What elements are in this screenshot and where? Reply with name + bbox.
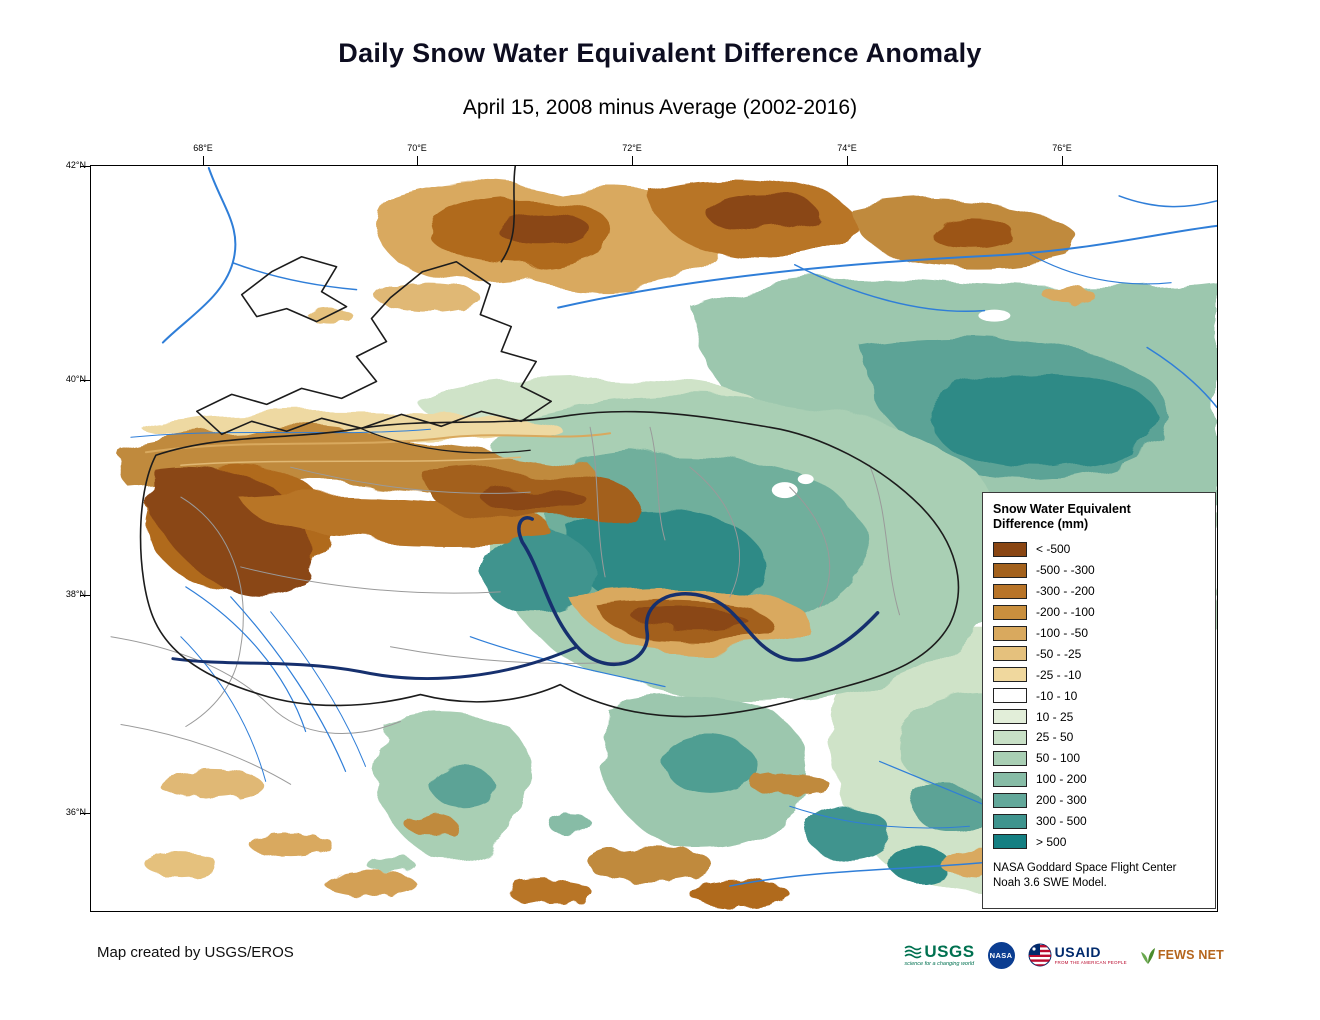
legend-swatch <box>993 813 1027 829</box>
latitude-label-40n: 40°N <box>65 374 86 384</box>
legend-swatch <box>993 709 1027 725</box>
longitude-tick <box>417 156 418 166</box>
longitude-label-76e: 76°E <box>1052 143 1072 153</box>
legend-swatch <box>993 562 1027 578</box>
legend-entry-label: -200 - -100 <box>1036 605 1095 620</box>
legend-entry: -500 - -300 <box>993 560 1205 581</box>
legend-entry: -50 - -25 <box>993 643 1205 664</box>
longitude-label-68e: 68°E <box>193 143 213 153</box>
usgs-tagline: science for a changing world <box>904 961 975 967</box>
page-subtitle: April 15, 2008 minus Average (2002-2016) <box>462 96 858 119</box>
usgs-logo: USGS science for a changing world <box>904 943 974 967</box>
legend-entry-label: 25 - 50 <box>1036 730 1074 745</box>
legend-entry: -200 - -100 <box>993 602 1205 623</box>
nasa-logo-text: NASA <box>989 950 1013 960</box>
footer-logos: USGS science for a changing world NASA <box>904 936 1224 974</box>
latitude-tick <box>80 595 90 596</box>
legend-entry-label: < -500 <box>1036 542 1071 557</box>
legend-entry: 100 - 200 <box>993 769 1205 790</box>
map-credit: Map created by USGS/EROS <box>97 944 294 961</box>
legend-entry-label: -25 - -10 <box>1036 667 1082 682</box>
longitude-label-74e: 74°E <box>837 143 857 153</box>
legend-entry: 200 - 300 <box>993 790 1205 811</box>
legend-swatch <box>993 750 1027 766</box>
legend-entry-label: 50 - 100 <box>1036 751 1081 766</box>
longitude-tick <box>203 156 204 166</box>
legend-swatch <box>993 625 1027 641</box>
legend-entry-label: -50 - -25 <box>1036 646 1082 661</box>
page-title: Daily Snow Water Equivalent Difference A… <box>338 38 982 68</box>
legend-swatch <box>993 667 1027 683</box>
legend-swatch <box>993 771 1027 787</box>
map-canvas: Snow Water Equivalent Difference (mm) < … <box>90 165 1218 912</box>
latitude-tick <box>80 813 90 814</box>
usaid-seal-icon <box>1028 943 1052 967</box>
usgs-logo-text: USGS <box>924 942 975 961</box>
legend-title: Snow Water Equivalent Difference (mm) <box>993 502 1205 532</box>
legend-swatch <box>993 604 1027 620</box>
latitude-tick <box>80 380 90 381</box>
latitude-tick <box>80 166 90 167</box>
legend-swatch <box>993 729 1027 745</box>
legend-entry-label: -300 - -200 <box>1036 584 1095 599</box>
latitude-label-42n: 42°N <box>65 160 86 170</box>
legend-entry: > 500 <box>993 831 1205 852</box>
legend-entry-label: 10 - 25 <box>1036 709 1074 724</box>
longitude-label-72e: 72°E <box>622 143 642 153</box>
latitude-label-36n: 36°N <box>65 807 86 817</box>
legend-note-line2: Noah 3.6 SWE Model. <box>993 877 1107 890</box>
fewsnet-logo: FEWS NET <box>1140 945 1224 965</box>
legend-entry: 10 - 25 <box>993 706 1205 727</box>
legend-entry: -100 - -50 <box>993 623 1205 644</box>
legend-swatch <box>993 583 1027 599</box>
legend-entry: -25 - -10 <box>993 664 1205 685</box>
legend-entry: -300 - -200 <box>993 581 1205 602</box>
legend-swatch <box>993 688 1027 704</box>
legend-swatch <box>993 541 1027 557</box>
nasa-meatball-icon: NASA <box>987 941 1015 969</box>
legend-entry-label: -10 - 10 <box>1036 688 1078 703</box>
usaid-tagline: FROM THE AMERICAN PEOPLE <box>1054 960 1127 965</box>
usaid-logo-text: USAID <box>1054 944 1102 960</box>
legend: Snow Water Equivalent Difference (mm) < … <box>982 492 1216 909</box>
legend-entry-label: 100 - 200 <box>1036 772 1087 787</box>
longitude-label-70e: 70°E <box>407 143 427 153</box>
legend-swatch <box>993 646 1027 662</box>
legend-entry: 300 - 500 <box>993 811 1205 832</box>
legend-entry: 50 - 100 <box>993 748 1205 769</box>
legend-entry-label: -500 - -300 <box>1036 563 1095 578</box>
nasa-logo: NASA <box>987 941 1015 969</box>
longitude-tick <box>1062 156 1063 166</box>
longitude-tick <box>632 156 633 166</box>
latitude-label-38n: 38°N <box>65 589 86 599</box>
legend-entry-label: 200 - 300 <box>1036 793 1087 808</box>
legend-swatch <box>993 792 1027 808</box>
legend-swatch <box>993 834 1027 850</box>
legend-title-line1: Snow Water Equivalent <box>993 502 1131 516</box>
legend-source-note: NASA Goddard Space Flight Center Noah 3.… <box>993 861 1205 891</box>
legend-entry-label: 300 - 500 <box>1036 814 1087 829</box>
legend-entry-label: > 500 <box>1036 834 1067 849</box>
legend-entry: < -500 <box>993 539 1205 560</box>
legend-entry: -10 - 10 <box>993 685 1205 706</box>
legend-title-line2: Difference (mm) <box>993 517 1089 531</box>
legend-note-line1: NASA Goddard Space Flight Center <box>993 862 1177 875</box>
legend-entry-label: -100 - -50 <box>1036 626 1089 640</box>
fewsnet-logo-text: FEWS NET <box>1157 948 1224 962</box>
fewsnet-leaf-icon <box>1140 948 1155 964</box>
longitude-tick <box>847 156 848 166</box>
usgs-wave-icon <box>904 945 922 959</box>
usaid-logo: USAID FROM THE AMERICAN PEOPLE <box>1028 943 1127 967</box>
legend-entry: 25 - 50 <box>993 727 1205 748</box>
